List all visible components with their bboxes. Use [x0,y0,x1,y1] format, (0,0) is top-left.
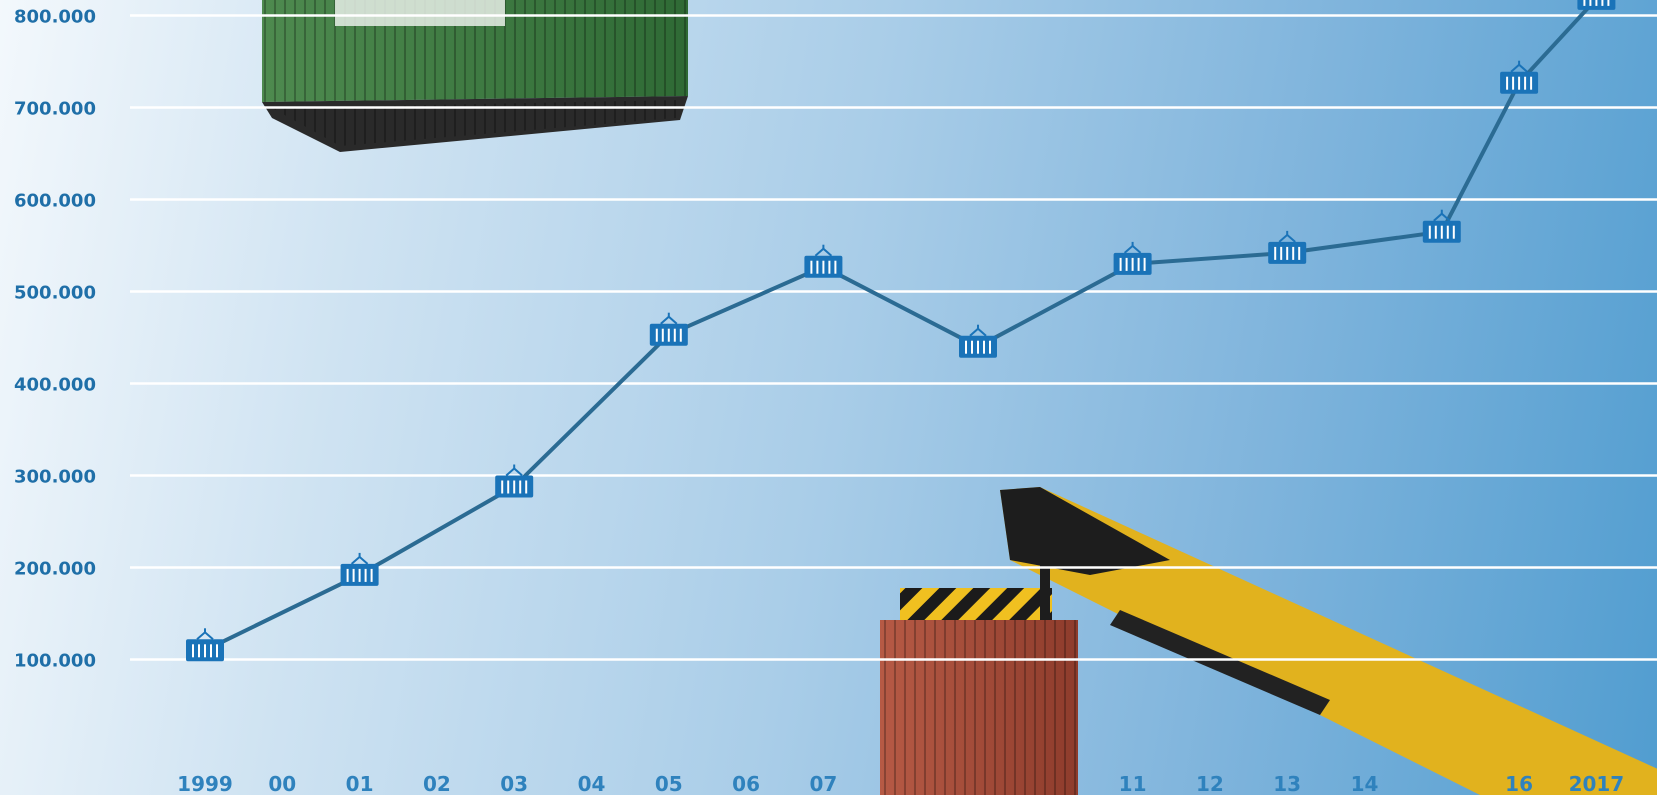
shipping-container-icon [1113,241,1152,275]
x-tick-label: 06 [732,772,760,795]
x-tick-label: 04 [578,772,606,795]
data-point-marker [186,628,224,662]
x-tick-label: 00 [268,772,296,795]
x-tick-label: 03 [500,772,528,795]
x-tick-label: 01 [346,772,374,795]
y-tick-label: 800.000 [14,7,96,28]
shipping-container-icon [804,244,843,278]
data-point-marker [1500,60,1539,94]
y-tick-label: 500.000 [14,283,96,304]
x-tick-label: 2017 [1569,772,1625,795]
y-tick-label: 700.000 [14,99,96,120]
shipping-container-icon [1500,60,1539,94]
shipping-container-icon [1577,0,1616,10]
shipping-container-icon [186,628,224,662]
x-tick-label: 13 [1273,772,1301,795]
y-tick-label: 300.000 [14,467,96,488]
data-point-marker [1113,241,1152,275]
x-axis: 1999 00 01 02 03 04 05 06 07 11 12 13 14 16 2017 [177,772,1624,795]
shipping-container-icon [649,312,688,346]
x-tick-label: 02 [423,772,451,795]
shipping-container-icon [340,552,379,586]
data-point-marker [959,324,997,358]
x-tick-label: 05 [655,772,683,795]
x-tick-label: 14 [1351,772,1379,795]
shipping-container-icon [1268,230,1307,264]
data-point-marker [340,552,379,586]
y-axis: 100.000 200.000 300.000 400.000 500.000 600.0… [14,7,96,672]
data-point-marker [649,312,688,346]
shipping-container-icon [495,464,534,498]
data-point-marker [1422,209,1461,243]
x-tick-label: 11 [1119,772,1147,795]
data-point-marker [1577,0,1616,10]
reach-stacker-image [880,487,1657,795]
x-tick-label: 12 [1196,772,1224,795]
y-tick-label: 600.000 [14,191,96,212]
data-point-marker [495,464,534,498]
y-tick-label: 200.000 [14,559,96,580]
x-tick-label: 1999 [177,772,233,795]
series-markers [186,0,1616,662]
shipping-container-icon [1422,209,1461,243]
y-tick-label: 400.000 [14,375,96,396]
data-point-marker [804,244,843,278]
data-point-marker [1268,230,1307,264]
y-tick-label: 100.000 [14,651,96,672]
grid [130,14,1657,661]
green-shipping-container-image [262,0,688,152]
shipping-container-icon [959,324,997,358]
x-tick-label: 16 [1505,772,1533,795]
x-tick-label: 07 [809,772,837,795]
